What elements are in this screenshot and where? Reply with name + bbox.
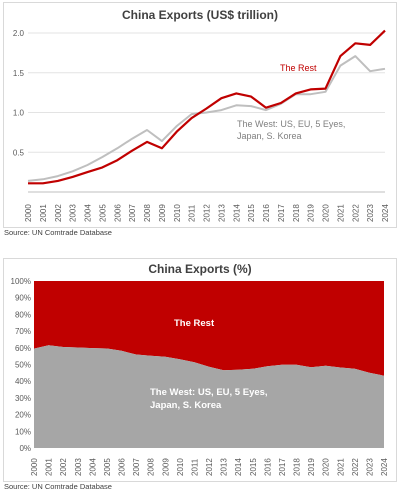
area-label-the-west-1: The West: US, EU, 5 Eyes, [150,387,268,398]
line-x-tick-label: 2022 [351,204,360,222]
area-x-tick-label: 2005 [103,458,112,476]
area-x-tick-label: 2000 [30,458,39,476]
line-x-tick-label: 2005 [98,204,107,222]
area-x-tick-label: 2017 [278,458,287,476]
line-x-tick-label: 2021 [336,204,345,222]
area-label-the-west-2: Japan, S. Korea [150,400,222,411]
line-chart-series [27,29,386,185]
area-y-tick-label: 0% [19,444,31,453]
line-label-the-rest: The Rest [280,63,317,73]
line-x-tick-label: 2013 [217,204,226,222]
area-x-tick-label: 2014 [234,458,243,476]
line-x-tick-label: 2007 [128,204,137,222]
line-x-tick-label: 2018 [292,204,301,222]
line-x-tick-label: 2015 [247,204,256,222]
area-x-tick-label: 2008 [147,458,156,476]
area-y-tick-label: 20% [15,411,31,420]
line-x-tick-label: 2012 [203,204,212,222]
line-x-tick-label: 2001 [39,204,48,222]
line-x-tick-label: 2010 [173,204,182,222]
area-x-tick-label: 2020 [322,458,331,476]
area-x-tick-label: 2011 [190,458,199,476]
area-x-tick-label: 2021 [336,458,345,476]
area-chart-x-ticks: 2000 2001 2002 2003 2004 2005 2006 2007 2008 2009… [30,458,389,476]
series-line-the-west [27,55,386,182]
area-chart-source: Source: UN Comtrade Database [4,482,112,491]
series-line-the-rest [28,29,386,185]
line-x-tick-label: 2023 [366,204,375,222]
area-x-tick-label: 2004 [88,458,97,476]
line-chart-frame [3,2,397,228]
area-x-tick-label: 2012 [205,458,214,476]
line-x-tick-label: 2006 [113,204,122,222]
line-x-tick-label: 2024 [381,204,390,222]
line-chart-title: China Exports (US$ trillion) [121,8,278,22]
area-y-tick-label: 10% [15,427,31,436]
area-y-tick-label: 60% [15,344,31,353]
line-x-tick-label: 2019 [307,204,316,222]
area-chart-panel: China Exports (%) 0% 10% 20% 30% 40% 50% 60% 70… [0,258,400,495]
area-y-tick-label: 90% [15,294,31,303]
line-y-tick-label: 1.0 [13,109,25,118]
area-x-tick-label: 2001 [45,458,54,476]
area-y-tick-label: 30% [15,394,31,403]
line-x-tick-label: 2002 [54,204,63,222]
area-x-tick-label: 2010 [176,458,185,476]
line-y-tick-label: 0.5 [13,148,25,157]
area-x-tick-label: 2003 [74,458,83,476]
line-chart-svg: 0.51.01.52.0 2000 2001 2002 2003 2004 2005 200… [13,29,390,222]
area-y-tick-label: 70% [15,327,31,336]
line-chart-x-ticks: 2000 2001 2002 2003 2004 2005 2006 2007 2008 2009… [24,204,390,222]
area-chart-series [34,281,384,448]
area-x-tick-label: 2018 [293,458,302,476]
area-x-tick-label: 2015 [249,458,258,476]
series-area-the-west [34,345,384,448]
area-chart-svg: 0%10%20%30%40%50%60%70%80%90%100% 2000 20… [11,277,389,476]
line-x-tick-label: 2004 [84,204,93,222]
line-label-the-west-2: Japan, S. Korea [237,131,302,141]
line-x-tick-label: 2017 [277,204,286,222]
line-chart-panel: China Exports (US$ trillion) 0.5 1.0 1.5 2.… [0,0,400,240]
line-x-tick-label: 2020 [322,204,331,222]
line-x-tick-label: 2003 [69,204,78,222]
area-x-tick-label: 2023 [365,458,374,476]
line-x-tick-label: 2009 [158,204,167,222]
line-x-tick-label: 2008 [143,204,152,222]
line-chart-source: Source: UN Comtrade Database [4,228,112,237]
line-x-tick-label: 2016 [262,204,271,222]
area-x-tick-label: 2019 [307,458,316,476]
area-x-tick-label: 2007 [132,458,141,476]
area-x-tick-label: 2002 [59,458,68,476]
area-y-tick-label: 50% [15,361,31,370]
area-x-tick-label: 2024 [380,458,389,476]
area-chart-title: China Exports (%) [148,262,252,276]
area-x-tick-label: 2016 [263,458,272,476]
line-y-tick-label: 1.5 [13,69,25,78]
line-chart-y-ticks: 0.5 1.0 1.5 2.0 [13,29,25,157]
area-x-tick-label: 2013 [220,458,229,476]
series-area-the-rest [34,281,384,376]
area-x-tick-label: 2009 [161,458,170,476]
area-y-tick-label: 100% [11,277,31,286]
line-x-tick-label: 2000 [24,204,33,222]
area-chart-y-ticks: 0% 10% 20% 30% 40% 50% 60% 70% 80% 90% 100% [11,277,31,453]
area-x-tick-label: 2022 [351,458,360,476]
area-label-the-rest: The Rest [174,318,215,329]
line-y-tick-label: 2.0 [13,29,25,38]
line-x-tick-label: 2011 [188,204,197,222]
line-x-tick-label: 2014 [232,204,241,222]
line-label-the-west-1: The West: US, EU, 5 Eyes, [237,119,345,129]
area-y-tick-label: 80% [15,310,31,319]
area-x-tick-label: 2006 [118,458,127,476]
area-y-tick-label: 40% [15,377,31,386]
